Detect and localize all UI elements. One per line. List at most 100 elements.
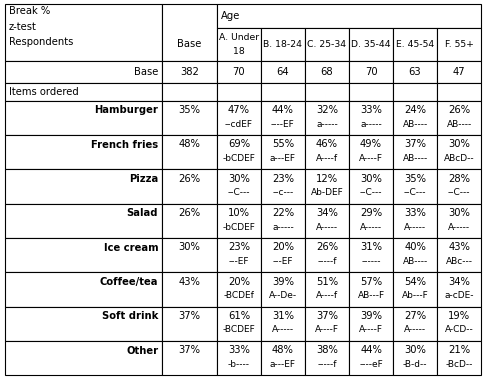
Text: 37%: 37% (178, 311, 200, 321)
Text: 30%: 30% (448, 208, 470, 218)
Text: 26%: 26% (178, 174, 201, 184)
Text: --C---: --C--- (227, 188, 250, 197)
Bar (349, 28, 393, 61)
Text: ---EF: ---EF (273, 257, 293, 266)
Text: ABcD--: ABcD-- (444, 154, 474, 163)
Text: 33%: 33% (404, 208, 426, 218)
Text: a---EF: a---EF (270, 360, 296, 369)
Bar (5, 273, 162, 307)
Bar (261, 273, 305, 307)
Text: 21%: 21% (448, 345, 470, 355)
Bar (162, 204, 217, 238)
Bar (349, 101, 393, 135)
Text: AB---F: AB---F (357, 291, 384, 300)
Text: A. Under: A. Under (219, 33, 259, 42)
Bar (217, 204, 261, 238)
Text: A-----: A----- (448, 222, 470, 232)
Text: -BcD--: -BcD-- (446, 360, 473, 369)
Bar (261, 307, 305, 341)
Bar (217, 4, 481, 28)
Bar (305, 135, 349, 169)
Text: ----EF: ----EF (271, 120, 295, 128)
Bar (261, 83, 305, 101)
Text: 35%: 35% (178, 105, 200, 115)
Bar (5, 101, 162, 135)
Bar (217, 238, 261, 272)
Bar (261, 61, 305, 83)
Text: A-----: A----- (404, 222, 426, 232)
Text: 10%: 10% (228, 208, 250, 218)
Bar (5, 341, 162, 375)
Text: F. 55+: F. 55+ (445, 40, 473, 49)
Text: 48%: 48% (272, 345, 294, 355)
Text: ----eF: ----eF (359, 360, 383, 369)
Text: -----f: -----f (317, 360, 337, 369)
Bar (437, 204, 481, 238)
Bar (305, 169, 349, 204)
Text: 27%: 27% (404, 311, 426, 321)
Bar (261, 28, 305, 61)
Bar (393, 307, 437, 341)
Text: Other: Other (126, 346, 158, 356)
Text: -BCDEF: -BCDEF (223, 326, 255, 334)
Bar (261, 238, 305, 272)
Text: 48%: 48% (178, 139, 200, 149)
Bar (349, 61, 393, 83)
Text: 30%: 30% (178, 242, 200, 252)
Bar (437, 238, 481, 272)
Text: 34%: 34% (316, 208, 338, 218)
Bar (393, 101, 437, 135)
Text: Base: Base (177, 39, 202, 49)
Bar (437, 101, 481, 135)
Text: Hamburger: Hamburger (94, 105, 158, 116)
Text: 47: 47 (453, 67, 466, 77)
Text: 35%: 35% (404, 174, 426, 184)
Text: 29%: 29% (360, 208, 382, 218)
Text: ABc---: ABc--- (446, 257, 472, 266)
Text: A----f: A----f (316, 154, 338, 163)
Text: --c---: --c--- (272, 188, 294, 197)
Bar (349, 273, 393, 307)
Text: 20%: 20% (228, 277, 250, 287)
Text: Soft drink: Soft drink (102, 311, 158, 321)
Text: AB----: AB---- (447, 120, 472, 128)
Text: B. 18-24: B. 18-24 (263, 40, 302, 49)
Text: Age: Age (221, 11, 240, 21)
Text: 31%: 31% (272, 311, 294, 321)
Text: 30%: 30% (360, 174, 382, 184)
Text: Respondents: Respondents (9, 38, 73, 47)
Bar (162, 238, 217, 272)
Bar (393, 28, 437, 61)
Bar (217, 307, 261, 341)
Text: A----F: A----F (359, 154, 383, 163)
Bar (349, 307, 393, 341)
Bar (217, 61, 261, 83)
Bar (217, 101, 261, 135)
Bar (217, 83, 261, 101)
Text: A----f: A----f (316, 291, 338, 300)
Bar (162, 4, 217, 61)
Bar (437, 83, 481, 101)
Text: -B-d--: -B-d-- (403, 360, 427, 369)
Text: -bCDEF: -bCDEF (223, 222, 255, 232)
Bar (393, 238, 437, 272)
Bar (305, 238, 349, 272)
Text: 26%: 26% (316, 242, 338, 252)
Bar (162, 135, 217, 169)
Text: --cdEF: --cdEF (225, 120, 253, 128)
Bar (349, 135, 393, 169)
Bar (393, 61, 437, 83)
Bar (305, 204, 349, 238)
Text: A-----: A----- (316, 222, 338, 232)
Text: 43%: 43% (448, 242, 470, 252)
Text: 57%: 57% (360, 277, 382, 287)
Text: 33%: 33% (228, 345, 250, 355)
Bar (162, 341, 217, 375)
Text: 382: 382 (180, 67, 199, 77)
Bar (261, 101, 305, 135)
Text: French fries: French fries (91, 140, 158, 150)
Text: -bCDEF: -bCDEF (223, 154, 255, 163)
Bar (5, 61, 162, 83)
Bar (393, 135, 437, 169)
Text: 43%: 43% (178, 277, 200, 287)
